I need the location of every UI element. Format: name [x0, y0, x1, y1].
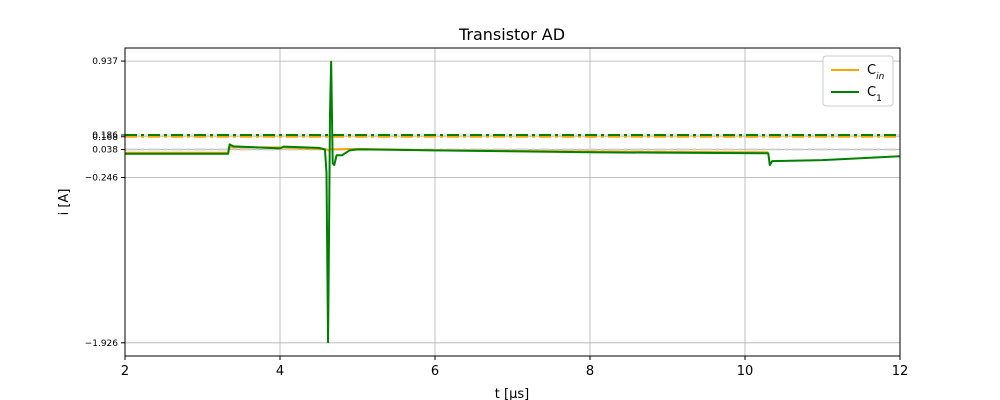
- x-tick-label: 10: [737, 364, 754, 379]
- x-tick-label: 2: [121, 364, 129, 379]
- x-axis-label: t [μs]: [495, 387, 529, 400]
- x-tick-label: 6: [431, 364, 439, 379]
- y-axis-label: i [A]: [57, 189, 72, 216]
- legend-box: [822, 55, 894, 107]
- legend: Cin C1: [822, 55, 894, 107]
- y-tick-label: 0.186: [92, 131, 118, 141]
- series-lines: [125, 60, 901, 344]
- y-tick-label: 0.937: [92, 57, 118, 67]
- y-tick-label: −1.926: [85, 339, 119, 349]
- legend-label-c1-sub: 1: [876, 94, 882, 104]
- reference-lines: [125, 133, 900, 151]
- y-tick-label: 0.038: [92, 146, 118, 156]
- x-tick-label: 12: [892, 364, 909, 379]
- x-tick-label: 4: [276, 364, 284, 379]
- x-axis-ticks: 2 4 6 8 10 12: [121, 356, 908, 379]
- plot-frame: [124, 47, 901, 357]
- grid: [124, 48, 901, 356]
- y-tick-label: 0.168: [92, 133, 118, 143]
- chart-title: Transistor AD: [458, 25, 565, 44]
- y-tick-label: −0.246: [85, 173, 119, 183]
- x-tick-label: 8: [586, 364, 594, 379]
- legend-label-c-in-sub: in: [876, 72, 885, 82]
- series-line: [125, 60, 901, 344]
